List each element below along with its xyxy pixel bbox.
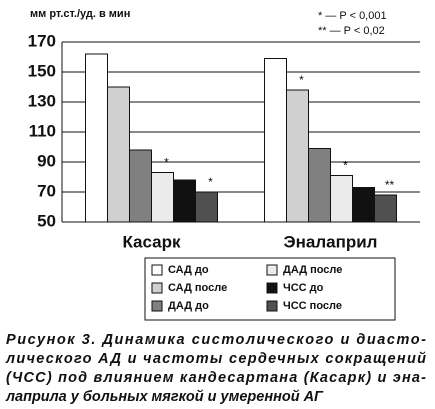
bar xyxy=(264,58,287,223)
significance-mark: * xyxy=(208,175,213,189)
bar xyxy=(107,86,130,223)
legend-label: САД после xyxy=(168,282,227,294)
y-tick-label: 130 xyxy=(28,91,56,110)
legend-label: ЧСС до xyxy=(283,282,324,294)
legend-swatch xyxy=(151,300,163,312)
y-tick-label: 110 xyxy=(29,121,56,140)
bar xyxy=(330,175,353,223)
bar xyxy=(173,179,196,223)
caption-line: Рисунок 3. Динамика систолического и диа… xyxy=(6,332,426,348)
annotation: ** — P < 0,02 xyxy=(318,25,385,37)
bar xyxy=(374,194,397,223)
significance-mark: * xyxy=(299,73,304,87)
legend-swatch xyxy=(266,300,278,312)
bar xyxy=(151,172,174,223)
legend-label: САД до xyxy=(168,264,209,276)
significance-mark: * xyxy=(343,159,348,173)
legend-label: ДАД до xyxy=(168,300,209,312)
significance-mark: ** xyxy=(385,178,395,192)
legend-swatch xyxy=(266,264,278,276)
annotation: * — P < 0,001 xyxy=(318,10,387,22)
y-tick-label: 90 xyxy=(37,151,56,170)
x-tick-label: Касарк xyxy=(122,232,181,251)
y-tick-label: 170 xyxy=(28,31,56,50)
y-axis-label: мм рт.ст./уд. в мин xyxy=(30,8,130,20)
bar xyxy=(352,187,375,223)
bar xyxy=(85,53,108,223)
legend-label: ДАД после xyxy=(283,264,342,276)
bar xyxy=(195,191,218,223)
legend-swatch xyxy=(151,282,163,294)
y-tick-label: 70 xyxy=(37,181,56,200)
y-tick-label: 150 xyxy=(28,61,56,80)
caption-line: (ЧСС) под влиянием кандесартана (Касарк)… xyxy=(6,370,426,386)
legend-swatch xyxy=(151,264,163,276)
legend-label: ЧСС после xyxy=(283,300,342,312)
significance-mark: * xyxy=(164,156,169,170)
caption-line: лаприла у больных мягкой и умеренной АГ xyxy=(5,389,324,404)
x-tick-label: Эналаприл xyxy=(284,232,378,251)
bar xyxy=(286,89,309,223)
y-tick-label: 50 xyxy=(37,211,56,230)
bar xyxy=(129,149,152,223)
bar xyxy=(308,148,331,223)
legend-swatch xyxy=(266,282,278,294)
caption-line: лического АД и частоты сердечных сокраще… xyxy=(5,351,426,367)
